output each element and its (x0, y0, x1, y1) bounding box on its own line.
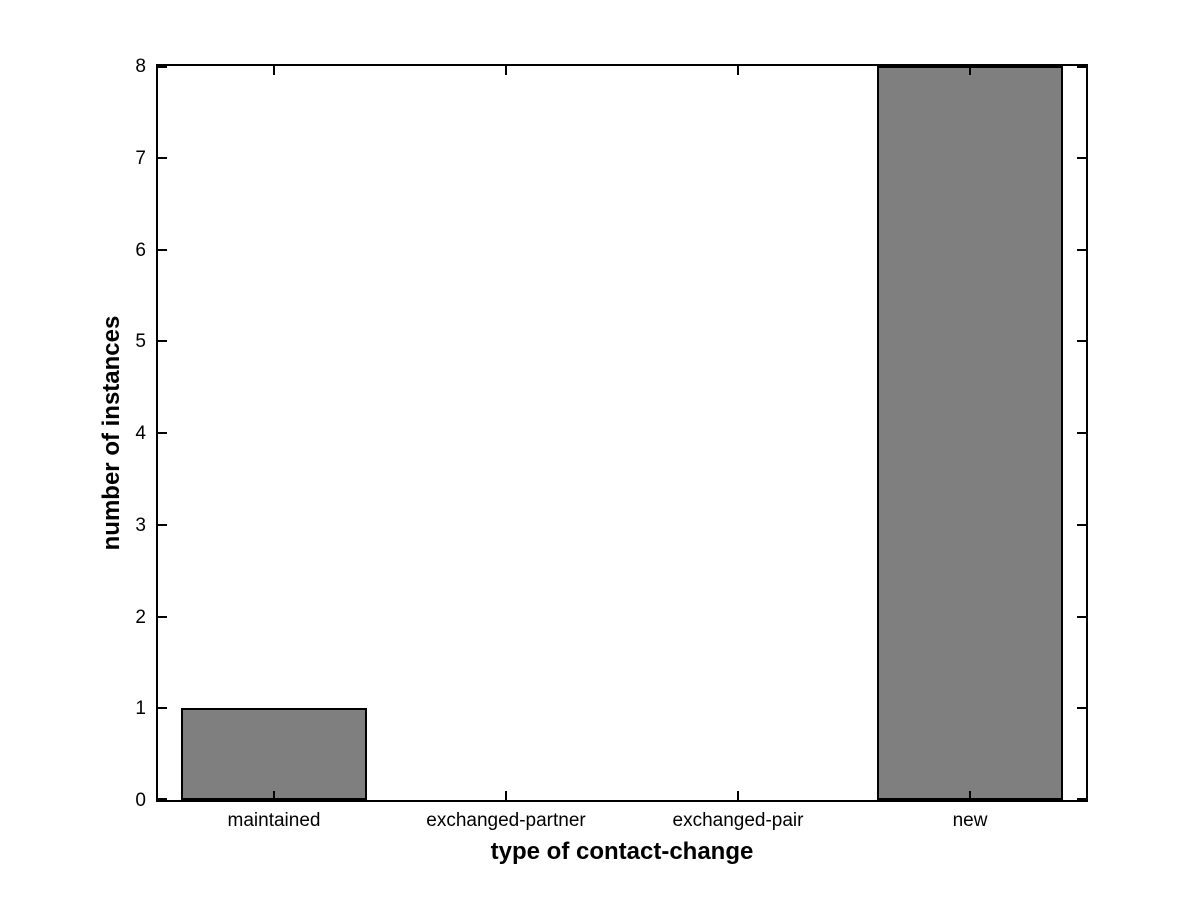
y-tick-label-0: 0 (135, 790, 146, 811)
x-tick-bottom-new (969, 791, 971, 800)
x-tick-label-exchanged-partner: exchanged-partner (426, 810, 586, 831)
x-tick-bottom-exchanged-pair (737, 791, 739, 800)
y-tick-label-5: 5 (135, 331, 146, 353)
y-tick-left-5 (158, 340, 167, 343)
x-tick-top-exchanged-partner (505, 66, 507, 75)
y-tick-left-6 (158, 248, 167, 251)
y-tick-right-3 (1077, 523, 1086, 526)
plot-area (156, 64, 1088, 802)
y-tick-left-4 (158, 432, 167, 434)
y-tick-left-0 (158, 798, 167, 800)
y-tick-right-5 (1077, 340, 1086, 343)
y-tick-label-3: 3 (135, 514, 146, 536)
y-tick-label-1: 1 (135, 698, 146, 720)
y-tick-label-4: 4 (135, 423, 146, 444)
x-tick-top-maintained (273, 66, 275, 75)
y-axis-label-text: number of instances (98, 315, 125, 551)
y-tick-label-8: 8 (135, 56, 146, 77)
y-tick-left-7 (158, 156, 167, 159)
y-tick-label-2: 2 (135, 606, 146, 628)
y-tick-right-6 (1077, 248, 1086, 251)
x-tick-label-exchanged-pair: exchanged-pair (672, 810, 804, 831)
y-tick-label-6: 6 (135, 239, 146, 261)
x-axis-label: type of contact-change (490, 838, 754, 865)
bar-new (877, 66, 1063, 800)
x-tick-bottom-exchanged-partner (505, 791, 507, 800)
x-tick-label-new: new (952, 810, 988, 831)
bar-maintained (181, 708, 367, 800)
y-tick-right-4 (1077, 432, 1086, 434)
y-tick-left-8 (158, 66, 167, 68)
y-tick-right-1 (1077, 707, 1086, 710)
y-tick-label-7: 7 (135, 147, 146, 169)
y-tick-right-0 (1077, 798, 1086, 800)
y-tick-left-2 (158, 615, 167, 618)
x-tick-bottom-maintained (273, 791, 275, 800)
y-tick-left-3 (158, 523, 167, 526)
y-tick-left-1 (158, 707, 167, 710)
x-tick-top-exchanged-pair (737, 66, 739, 75)
x-tick-label-maintained: maintained (227, 810, 321, 831)
y-tick-right-2 (1077, 615, 1086, 618)
x-tick-top-new (969, 66, 971, 75)
y-tick-right-7 (1077, 156, 1086, 159)
y-tick-right-8 (1077, 66, 1086, 68)
